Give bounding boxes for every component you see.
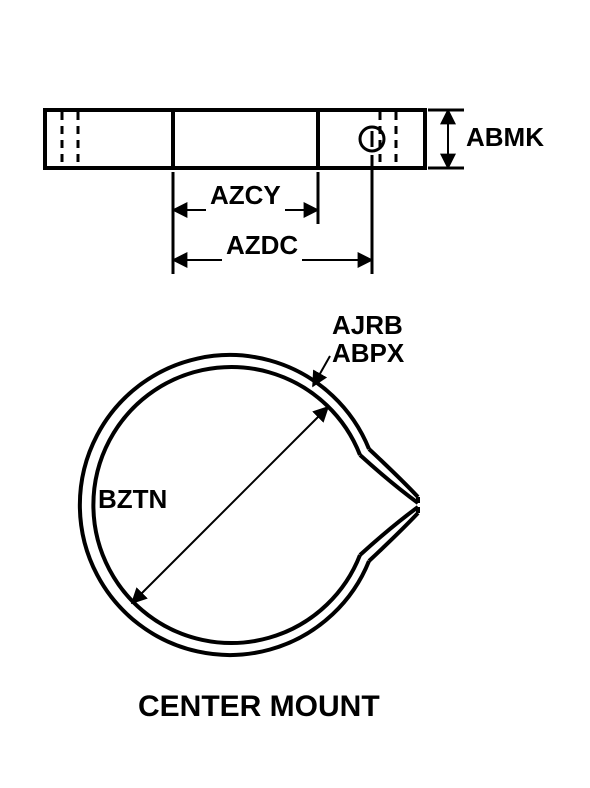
diagram-title: CENTER MOUNT (138, 690, 380, 724)
diagram-container: ABMK AZCY AZDC AJRB ABPX BZTN CENTER MOU… (0, 0, 590, 788)
label-azcy: AZCY (206, 180, 285, 211)
label-ajrb: AJRB (332, 310, 403, 341)
diagram-svg (0, 0, 590, 788)
leader-ajrb-abpx (313, 356, 330, 386)
label-abpx: ABPX (332, 338, 404, 369)
label-azdc: AZDC (222, 230, 302, 261)
top-view (45, 110, 425, 168)
dim-abmk (428, 110, 464, 168)
label-bztn: BZTN (98, 484, 167, 515)
label-abmk: ABMK (466, 122, 544, 153)
